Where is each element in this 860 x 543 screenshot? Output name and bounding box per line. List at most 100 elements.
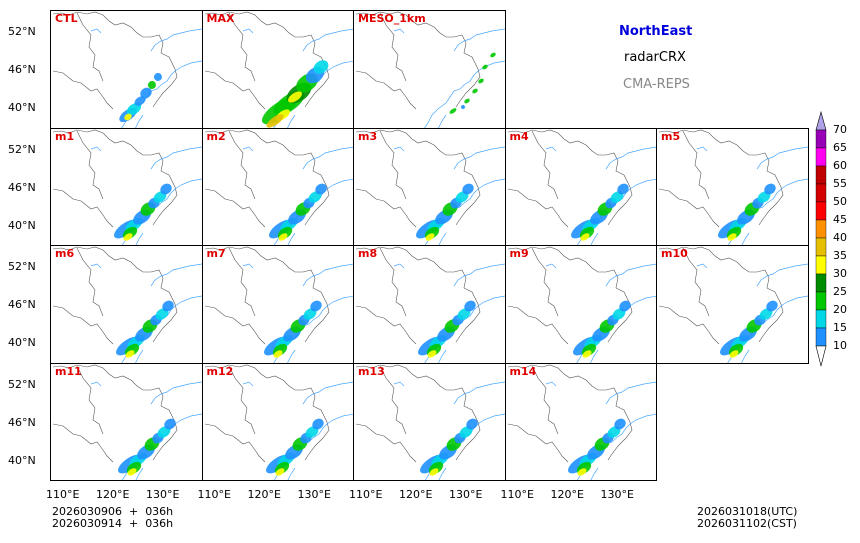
colorbar-segment — [815, 237, 827, 257]
colorbar-label: 40 — [833, 231, 847, 244]
init-time-2: 2026030914 + 036h — [52, 517, 174, 530]
colorbar-segment — [815, 327, 827, 347]
map-graphic — [52, 11, 202, 128]
map-panel: m10 — [656, 245, 809, 364]
lat-tick-label: 52°N — [8, 260, 36, 273]
panel-label: m3 — [358, 129, 378, 143]
map-graphic — [204, 246, 354, 363]
colorbar — [815, 110, 827, 367]
colorbar-segment — [815, 129, 827, 149]
panel-label: m8 — [358, 247, 378, 260]
colorbar-label: 30 — [833, 267, 847, 280]
colorbar-label: 50 — [833, 195, 847, 208]
colorbar-max-arrow — [815, 110, 827, 131]
lon-tick-label: 120°E — [399, 488, 433, 501]
lat-tick-label: 46°N — [8, 298, 36, 311]
colorbar-label: 55 — [833, 177, 847, 190]
map-graphic — [507, 246, 657, 363]
lon-tick-label: 110°E — [197, 488, 231, 501]
map-panel: m5 — [656, 127, 809, 246]
panel-label: m12 — [206, 364, 234, 378]
map-graphic — [355, 246, 505, 363]
map-panel: m8 — [353, 245, 506, 364]
map-graphic — [355, 364, 505, 481]
valid-time-utc: 2026031018(UTC) — [697, 505, 798, 518]
panel-label: m9 — [509, 247, 529, 260]
map-graphic — [355, 129, 505, 246]
map-panel: m7 — [201, 245, 354, 364]
colorbar-label: 65 — [833, 141, 847, 154]
colorbar-segment — [815, 165, 827, 185]
model-name: CMA-REPS — [623, 77, 690, 92]
colorbar-label: 15 — [833, 321, 847, 334]
map-graphic — [507, 364, 657, 481]
colorbar-min-arrow — [815, 345, 827, 367]
colorbar-label: 60 — [833, 159, 847, 172]
colorbar-label: 35 — [833, 249, 847, 262]
panel-label: m13 — [358, 364, 385, 378]
colorbar-label: 45 — [833, 213, 847, 226]
panel-label: m6 — [55, 247, 75, 260]
map-graphic — [204, 11, 354, 128]
map-panel: m14 — [504, 362, 657, 481]
panel-label: m10 — [661, 247, 688, 260]
colorbar-label: 25 — [833, 285, 847, 298]
init-time-1: 2026030906 + 036h — [52, 505, 174, 518]
lon-tick-label: 130°E — [297, 488, 331, 501]
map-graphic — [52, 364, 202, 481]
map-graphic — [52, 129, 202, 246]
map-graphic — [52, 246, 202, 363]
panel-label: m5 — [661, 129, 681, 143]
lon-tick-label: 110°E — [500, 488, 534, 501]
map-panel: m12 — [201, 362, 354, 481]
lon-tick-label: 130°E — [600, 488, 634, 501]
map-panel: m1 — [50, 127, 203, 246]
map-panel: CTL — [50, 10, 203, 129]
colorbar-segment — [815, 291, 827, 311]
region-title: NorthEast — [619, 24, 693, 39]
panel-label: m14 — [509, 364, 537, 378]
lon-tick-label: 120°E — [550, 488, 584, 501]
map-panel: m6 — [50, 245, 203, 364]
valid-time-cst: 2026031102(CST) — [697, 517, 797, 530]
colorbar-segment — [815, 201, 827, 221]
colorbar-segment — [815, 147, 827, 167]
map-panel: m13 — [353, 362, 506, 481]
colorbar-segment — [815, 183, 827, 203]
lon-tick-label: 130°E — [146, 488, 180, 501]
map-graphic — [658, 129, 808, 246]
lat-tick-label: 40°N — [8, 453, 36, 467]
lon-tick-label: 110°E — [46, 488, 80, 501]
map-graphic — [355, 11, 505, 128]
lat-tick-label: 46°N — [8, 63, 36, 76]
map-panel: m9 — [504, 245, 657, 364]
map-graphic — [204, 129, 354, 246]
colorbar-segment — [815, 219, 827, 239]
panel-label: m7 — [206, 247, 226, 260]
lon-tick-label: 110°E — [349, 488, 383, 501]
panel-label: m11 — [55, 364, 82, 378]
colorbar-segment — [815, 255, 827, 275]
map-panel: MAX — [201, 10, 354, 129]
lat-tick-label: 46°N — [8, 180, 36, 194]
map-graphic — [658, 246, 808, 363]
colorbar-label: 20 — [833, 303, 847, 316]
colorbar-label: 10 — [833, 339, 847, 352]
panel-label: m2 — [206, 129, 226, 143]
lat-tick-label: 52°N — [8, 142, 36, 156]
lat-tick-label: 40°N — [8, 336, 36, 349]
map-graphic — [204, 364, 354, 481]
lat-tick-label: 46°N — [8, 415, 36, 429]
colorbar-segment — [815, 309, 827, 329]
variable-name: radarCRX — [624, 50, 686, 65]
lon-tick-label: 120°E — [247, 488, 281, 501]
colorbar-segment — [815, 273, 827, 293]
lat-tick-label: 40°N — [8, 101, 36, 114]
map-panel: m2 — [201, 127, 354, 246]
lat-tick-label: 52°N — [8, 377, 36, 391]
panel-label: m1 — [55, 129, 75, 143]
map-panel: m4 — [504, 127, 657, 246]
panel-label: MAX — [206, 12, 235, 25]
panel-label: CTL — [55, 12, 78, 25]
map-panel: MESO_1km — [353, 10, 506, 129]
